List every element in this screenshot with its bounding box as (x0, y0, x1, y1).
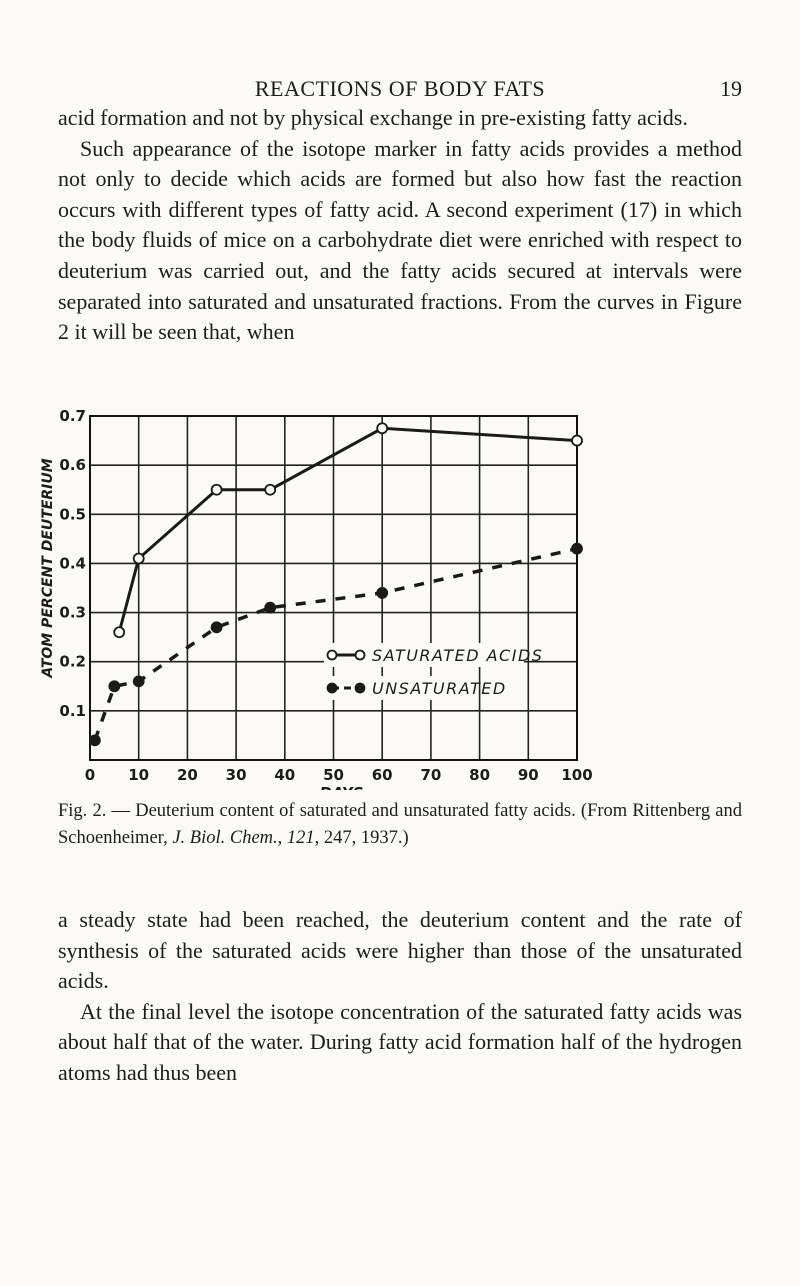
x-tick-label: 20 (177, 766, 198, 784)
y-axis-label: ATOM PERCENT DEUTERIUM (40, 458, 56, 678)
data-point (113, 626, 126, 639)
y-tick-label: 0.6 (59, 456, 86, 474)
y-tick-label: 0.1 (59, 702, 86, 720)
plot-frame (89, 415, 578, 761)
paragraph: At the final level the isotope concentra… (58, 998, 742, 1085)
legend-label: UNSATURATED (372, 679, 507, 698)
x-tick-label: 0 (85, 766, 95, 784)
x-tick-label: 60 (372, 766, 393, 784)
x-axis-label: DAYS (319, 784, 363, 790)
x-tick-label: 10 (128, 766, 149, 784)
paragraph: a steady state had been reached, the deu… (58, 907, 742, 994)
data-point (571, 542, 583, 555)
x-tick-label: 50 (323, 766, 344, 784)
legend-label: SATURATED ACIDS (372, 646, 543, 665)
x-tick-label: 90 (518, 766, 539, 784)
body-text: acid formation and not by physical excha… (58, 103, 742, 348)
x-tick-label: 70 (420, 766, 441, 784)
saturated-curve (117, 426, 578, 633)
figure-caption: Fig. 2. — Deuterium content of saturated… (58, 798, 742, 851)
data-point (132, 675, 145, 688)
y-tick-label: 0.7 (59, 407, 86, 425)
data-point (132, 552, 145, 565)
data-point (376, 587, 389, 599)
page-number: 19 (720, 76, 742, 101)
caption-journal: J. Biol. Chem. (172, 827, 278, 848)
data-point (264, 483, 277, 496)
data-point (264, 601, 277, 614)
figure-chart: 0 10 20 30 40 50 60 70 80 90 100 0.1 0.2 0.3 0.4 0.5 0.6… (40, 407, 593, 790)
legend-marker (354, 682, 366, 694)
y-tick-label: 0.2 (59, 653, 86, 671)
x-tick-label: 100 (561, 766, 592, 784)
legend-marker (326, 682, 338, 694)
body-text: a steady state had been reached, the deu… (58, 905, 742, 1089)
x-tick-label: 30 (226, 766, 247, 784)
header-title: REACTIONS OF BODY FATS (254, 76, 546, 101)
paragraph: acid formation and not by physical excha… (58, 105, 688, 130)
data-point (210, 483, 223, 496)
y-tick-label: 0.4 (59, 554, 86, 572)
data-point (88, 734, 101, 747)
caption-text: , (277, 827, 287, 848)
data-point (376, 422, 389, 435)
y-tick-label: 0.5 (59, 505, 86, 523)
legend-marker (326, 649, 338, 661)
data-point (108, 680, 121, 693)
caption-text: , 247, 1937.) (314, 827, 409, 848)
x-tick-label: 40 (274, 766, 295, 784)
running-header: REACTIONS OF BODY FATS 19 (58, 76, 742, 106)
legend-marker (354, 649, 366, 661)
x-tick-label: 80 (469, 766, 490, 784)
data-point (210, 621, 223, 634)
y-tick-label: 0.3 (59, 604, 86, 622)
caption-volume: 121 (286, 827, 315, 848)
data-point (571, 434, 583, 447)
caption-text: Fig. 2. — Deuterium content of saturated… (58, 801, 742, 848)
paragraph: Such appearance of the isotope marker in… (58, 135, 742, 345)
